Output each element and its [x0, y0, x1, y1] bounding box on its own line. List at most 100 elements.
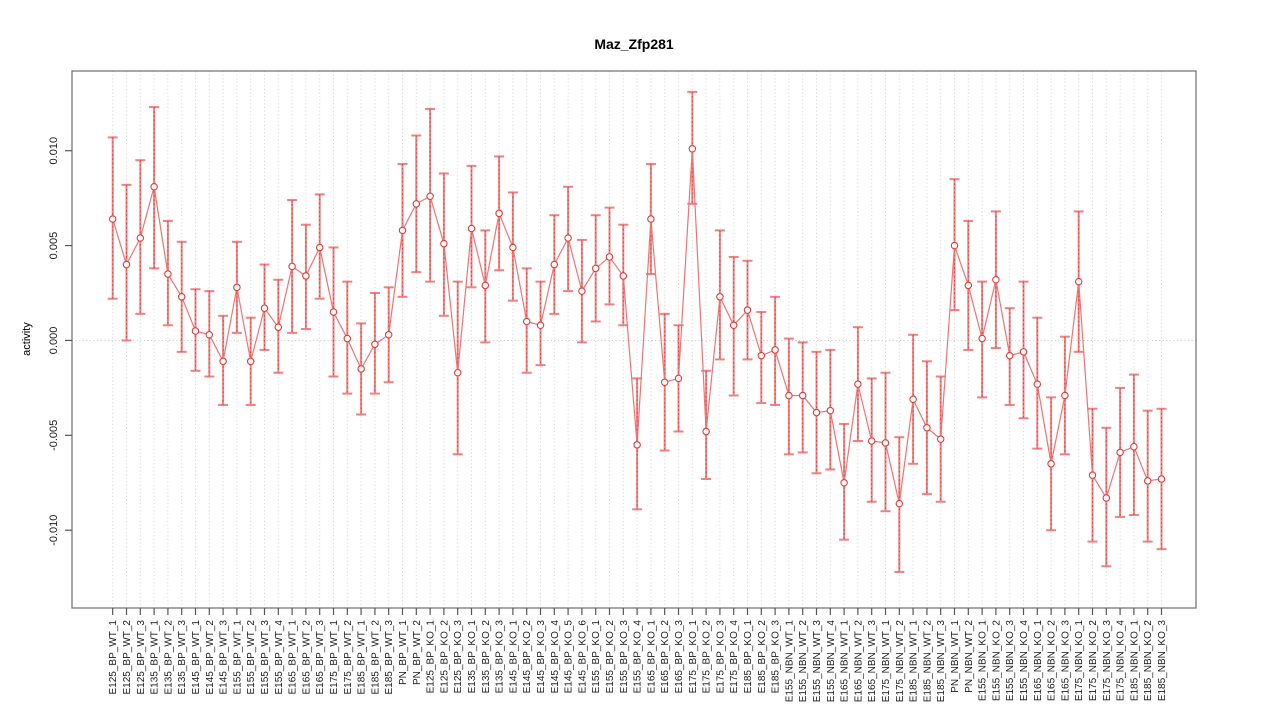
x-tick-label: E135_BP_WT_2: [163, 620, 174, 695]
data-point: [812, 408, 821, 417]
x-tick-label: E185_NBN_KO_1: [1129, 620, 1140, 702]
x-tick-label: E165_BP_KO_3: [674, 620, 685, 694]
x-tick-label: E125_BP_WT_3: [136, 620, 147, 695]
data-point: [108, 215, 117, 223]
data-point: [274, 323, 283, 331]
x-tick-label: E155_BP_KO_3: [619, 620, 630, 694]
data-point: [978, 334, 986, 343]
x-tick-label: E185_BP_KO_1: [743, 620, 754, 694]
data-point: [688, 145, 697, 153]
data-point: [246, 357, 255, 366]
x-tick-label: E135_BP_KO_1: [467, 620, 478, 694]
x-tick-label: E125_BP_WT_2: [122, 620, 133, 695]
x-tick-label: E155_BP_WT_3: [260, 620, 271, 695]
y-tick-label: 0.005: [48, 232, 60, 260]
data-point: [743, 306, 752, 314]
data-point: [840, 479, 848, 487]
data-point: [729, 321, 738, 330]
data-point: [1033, 380, 1042, 388]
x-tick-label: PN_BP_WT_2: [412, 620, 423, 685]
data-point: [550, 260, 559, 269]
x-tick-label: E135_BP_KO_3: [495, 620, 506, 694]
error-bars: [107, 90, 1167, 573]
data-point: [936, 435, 945, 443]
x-tick-label: E175_BP_KO_1: [688, 620, 699, 694]
x-tick-label: E175_BP_WT_2: [343, 620, 354, 695]
data-point: [371, 340, 379, 348]
data-point: [1061, 391, 1069, 400]
data-point: [1157, 475, 1166, 483]
data-point: [412, 200, 421, 208]
chart-title: Maz_Zfp281: [594, 36, 674, 52]
data-point: [136, 234, 145, 242]
data-point: [467, 224, 476, 233]
x-tick-label: E175_BP_KO_2: [702, 620, 713, 694]
data-point: [1088, 471, 1097, 479]
x-tick-label: PN_BP_WT_1: [398, 620, 409, 685]
x-tick-label: PN_NBN_WT_2: [964, 620, 975, 693]
x-tick-label: E155_NBN_KO_1: [978, 620, 989, 702]
x-tick-label: E155_BP_WT_1: [232, 620, 243, 695]
data-point: [219, 357, 227, 366]
data-point: [481, 281, 490, 290]
data-point: [426, 192, 434, 200]
x-tick-label: E175_BP_WT_1: [329, 620, 340, 695]
data-point: [288, 262, 296, 271]
data-point: [302, 272, 310, 280]
data-point: [177, 293, 186, 301]
data-point: [329, 308, 338, 316]
x-tick-label: E155_NBN_WT_1: [784, 620, 795, 703]
x-tick-label: E125_BP_KO_2: [439, 620, 450, 694]
data-point: [716, 293, 724, 301]
data-point: [950, 241, 959, 250]
x-tick-label: E155_NBN_WT_2: [798, 620, 809, 703]
data-point: [1005, 351, 1014, 360]
x-tick-label: E125_BP_WT_1: [108, 620, 119, 695]
x-tick-label: E145_BP_KO_6: [577, 620, 588, 694]
data-point: [150, 182, 158, 191]
x-tick-label: PN_NBN_WT_1: [950, 620, 961, 693]
data-point: [343, 334, 352, 343]
x-tick-label: E185_BP_KO_3: [771, 620, 782, 694]
data-point: [357, 365, 365, 373]
x-axis: E125_BP_WT_1 E125_BP_WT_2 E125_BP_WT_3 E135…: [108, 608, 1168, 702]
x-tick-label: E175_NBN_WT_1: [881, 620, 892, 703]
data-point: [1143, 477, 1152, 485]
data-point: [619, 272, 628, 280]
x-tick-label: E155_NBN_KO_2: [991, 620, 1002, 702]
y-tick-label: 0.000: [48, 327, 60, 355]
x-tick-label: E175_BP_KO_3: [715, 620, 726, 694]
x-tick-label: E185_BP_WT_1: [357, 620, 368, 695]
data-point: [191, 327, 200, 335]
data-point: [895, 499, 904, 508]
data-point: [315, 243, 324, 252]
data-point: [564, 234, 572, 242]
data-point: [164, 270, 172, 278]
data-point: [881, 439, 890, 447]
x-tick-label: E175_NBN_KO_1: [1074, 620, 1085, 702]
x-tick-label: E165_NBN_KO_3: [1060, 620, 1071, 702]
x-tick-label: E165_NBN_KO_1: [1033, 620, 1044, 702]
data-point: [867, 437, 876, 445]
x-tick-label: E185_BP_WT_3: [384, 620, 395, 695]
x-tick-label: E185_NBN_WT_2: [922, 620, 933, 703]
x-tick-label: E135_BP_KO_2: [481, 620, 492, 694]
data-point: [440, 239, 448, 248]
data-point: [233, 283, 241, 292]
data-point: [522, 317, 531, 326]
x-tick-label: E155_BP_KO_2: [605, 620, 616, 694]
x-tick-label: E165_NBN_WT_3: [867, 620, 878, 703]
data-point: [992, 275, 1000, 284]
data-point: [647, 215, 655, 223]
data-point: [1074, 277, 1083, 286]
x-tick-label: E175_NBN_KO_2: [1088, 620, 1099, 702]
x-tick-label: E155_BP_WT_2: [246, 620, 257, 695]
data-point: [605, 253, 614, 261]
data-point: [536, 321, 545, 330]
x-tick-label: E185_NBN_KO_2: [1143, 620, 1154, 702]
data-point: [260, 304, 269, 312]
x-tick-label: E165_BP_WT_2: [301, 620, 312, 695]
x-tick-label: E155_BP_WT_4: [274, 620, 285, 695]
